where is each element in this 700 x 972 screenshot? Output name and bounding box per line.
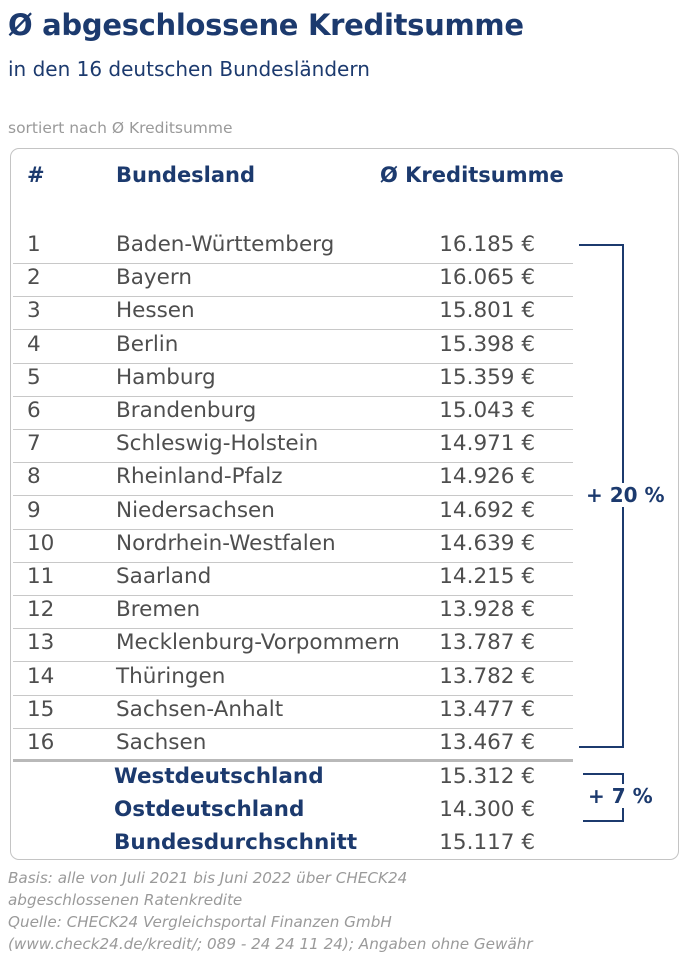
summary-amount: 15.117 €: [439, 830, 535, 855]
row-rank: 13: [27, 630, 55, 656]
row-state: Baden-Württemberg: [116, 232, 335, 257]
row-rank: 1: [27, 232, 41, 257]
summary-label: Bundesdurchschnitt: [114, 830, 358, 855]
table-row: 14 Thüringen 13.782 €: [13, 662, 573, 696]
summary-row: Bundesdurchschnitt 15.117 €: [13, 828, 573, 861]
row-state: Niedersachsen: [116, 497, 275, 523]
table-row: 2 Bayern 16.065 €: [13, 263, 573, 298]
row-rank: 7: [27, 431, 41, 457]
page-subtitle: in den 16 deutschen Bundesländern: [8, 57, 370, 81]
row-state: Sachsen-Anhalt: [116, 696, 284, 722]
summary-amount: 15.312 €: [439, 764, 535, 789]
row-state: Brandenburg: [116, 398, 257, 423]
row-rank: 8: [27, 464, 41, 490]
row-amount: 16.065 €: [439, 265, 535, 291]
table-row: 11 Saarland 14.215 €: [13, 562, 573, 596]
summary-label: Westdeutschland: [114, 764, 324, 789]
row-rank: 2: [27, 265, 41, 291]
footer-source-line-2: (www.check24.de/kredit/; 089 - 24 24 11 …: [8, 935, 533, 953]
row-amount: 13.467 €: [439, 730, 535, 755]
row-rank: 6: [27, 398, 41, 423]
row-amount: 14.692 €: [439, 497, 535, 523]
row-rank: 3: [27, 298, 41, 324]
table-row: 8 Rheinland-Pfalz 14.926 €: [13, 462, 573, 497]
row-rank: 15: [27, 696, 55, 722]
footer-notes: Basis: alle von Juli 2021 bis Juni 2022 …: [8, 867, 533, 955]
summary-divider: [13, 759, 573, 762]
sort-note: sortiert nach Ø Kreditsumme: [8, 119, 233, 137]
table-row: 12 Bremen 13.928 €: [13, 595, 573, 630]
row-state: Sachsen: [116, 730, 207, 755]
row-amount: 13.477 €: [439, 696, 535, 722]
table-row: 10 Nordrhein-Westfalen 14.639 €: [13, 529, 573, 563]
row-rank: 5: [27, 364, 41, 390]
summary-amount: 14.300 €: [439, 797, 535, 822]
row-rank: 10: [27, 530, 55, 556]
row-rank: 11: [27, 564, 55, 589]
row-state: Hamburg: [116, 364, 216, 390]
east-west-diff-label: + 7 %: [586, 784, 655, 808]
table-row: 5 Hamburg 15.359 €: [13, 363, 573, 397]
row-amount: 14.971 €: [439, 431, 535, 457]
footer-basis-line-1: Basis: alle von Juli 2021 bis Juni 2022 …: [8, 869, 408, 887]
header-state: Bundesland: [116, 163, 256, 187]
row-state: Thüringen: [116, 663, 226, 689]
row-amount: 15.043 €: [439, 398, 535, 423]
row-amount: 16.185 €: [439, 232, 535, 257]
row-rank: 16: [27, 730, 55, 755]
table-row: 4 Berlin 15.398 €: [13, 330, 573, 364]
table-row: 16 Sachsen 13.467 €: [13, 728, 573, 761]
row-amount: 14.639 €: [439, 530, 535, 556]
table-row: 6 Brandenburg 15.043 €: [13, 396, 573, 430]
row-rank: 9: [27, 497, 41, 523]
row-state: Bayern: [116, 265, 192, 291]
summary-label: Ostdeutschland: [114, 797, 305, 822]
header-rank: #: [27, 163, 45, 187]
row-state: Mecklenburg-Vorpommern: [116, 630, 400, 656]
footer-source-line-1: Quelle: CHECK24 Vergleichsportal Finanze…: [8, 913, 392, 931]
header-amount: Ø Kreditsumme: [380, 163, 564, 187]
table-row: 13 Mecklenburg-Vorpommern 13.787 €: [13, 628, 573, 663]
row-amount: 15.359 €: [439, 364, 535, 390]
row-rank: 14: [27, 663, 55, 689]
row-rank: 4: [27, 331, 41, 357]
table-row: 15 Sachsen-Anhalt 13.477 €: [13, 695, 573, 729]
row-state: Bremen: [116, 597, 201, 623]
row-amount: 15.398 €: [439, 331, 535, 357]
row-state: Saarland: [116, 564, 212, 589]
summary-row: Ostdeutschland 14.300 €: [13, 795, 573, 828]
summary-row: Westdeutschland 15.312 €: [13, 762, 573, 795]
row-state: Schleswig-Holstein: [116, 431, 319, 457]
table-row: 9 Niedersachsen 14.692 €: [13, 496, 573, 530]
row-rank: 12: [27, 597, 55, 623]
table-row: 1 Baden-Württemberg 16.185 €: [13, 230, 573, 264]
table-row: 3 Hessen 15.801 €: [13, 296, 573, 331]
row-amount: 13.928 €: [439, 597, 535, 623]
states-diff-label: + 20 %: [584, 483, 667, 507]
row-amount: 14.215 €: [439, 564, 535, 589]
row-amount: 13.787 €: [439, 630, 535, 656]
row-amount: 14.926 €: [439, 464, 535, 490]
row-amount: 13.782 €: [439, 663, 535, 689]
row-state: Rheinland-Pfalz: [116, 464, 283, 490]
row-state: Berlin: [116, 331, 179, 357]
footer-basis-line-2: abgeschlossenen Ratenkredite: [8, 891, 243, 909]
row-state: Hessen: [116, 298, 195, 324]
page-title: Ø abgeschlossene Kreditsumme: [8, 8, 524, 42]
table-row: 7 Schleswig-Holstein 14.971 €: [13, 429, 573, 464]
row-amount: 15.801 €: [439, 298, 535, 324]
table-frame: [10, 148, 679, 860]
row-state: Nordrhein-Westfalen: [116, 530, 336, 556]
